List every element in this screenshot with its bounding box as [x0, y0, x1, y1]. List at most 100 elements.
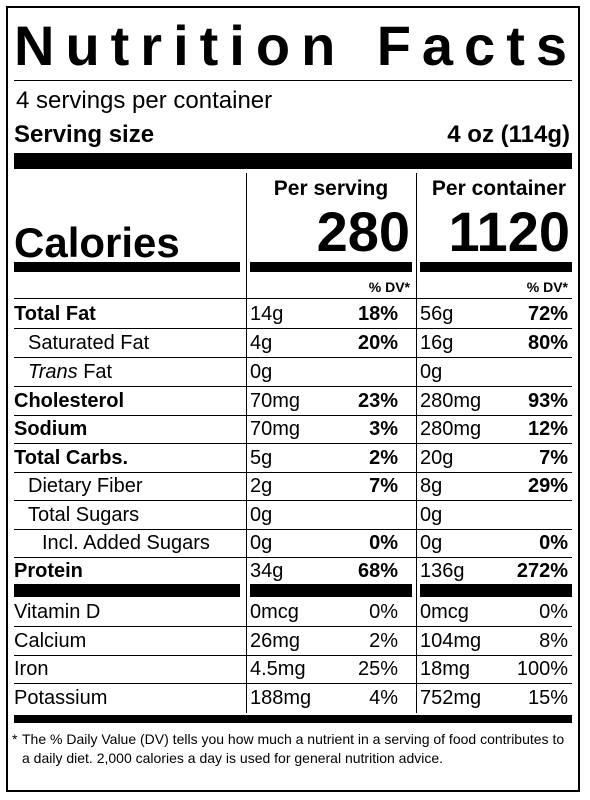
- amount-per-container: 20g: [420, 447, 454, 469]
- amount-per-container: 56g: [420, 303, 454, 325]
- row-separator: [14, 386, 572, 387]
- nutrient-row-sodium: Sodium 70mg 3% 280mg 12%: [14, 415, 572, 444]
- amount-per-container: 280mg: [420, 390, 482, 412]
- calories-bar-1: [14, 262, 240, 272]
- servings-per-container: 4 servings per container: [16, 87, 273, 114]
- amount-per-serving: 4g: [250, 332, 273, 354]
- dv-per-container: 100%: [516, 658, 568, 680]
- nutrient-row-saturated-fat: Saturated Fat 4g 20% 16g 80%: [14, 329, 572, 358]
- dv-per-container: 272%: [516, 560, 568, 582]
- vitamin-name: Potassium: [14, 687, 108, 709]
- dv-per-container: 7%: [539, 447, 568, 469]
- dv-per-container: 93%: [527, 390, 568, 412]
- nutrient-row-cholesterol: Cholesterol 70mg 23% 280mg 93%: [14, 387, 572, 416]
- calories-label: Calories: [14, 219, 180, 266]
- per-container-header: Per container: [431, 177, 567, 200]
- nutrient-name: Cholesterol: [14, 390, 125, 412]
- title-divider: [14, 80, 572, 81]
- dv-per-container: 72%: [527, 303, 568, 325]
- nutrient-name: Trans Fat: [28, 358, 112, 387]
- amount-per-serving: 26mg: [250, 630, 301, 652]
- dv-per-container: 15%: [527, 687, 568, 709]
- dv-per-serving: 7%: [369, 475, 398, 497]
- vitamin-row-potassium: Potassium 188mg 4% 752mg 15%: [14, 684, 572, 713]
- amount-per-serving: 0mcg: [250, 601, 299, 623]
- amount-per-serving: 0g: [250, 361, 273, 383]
- row-separator: [14, 472, 572, 473]
- dv-header-container: % DV*: [526, 279, 568, 295]
- dv-per-serving: 0%: [369, 601, 398, 623]
- row-separator: [14, 328, 572, 329]
- amount-per-container: 0g: [420, 361, 443, 383]
- row-separator: [14, 443, 572, 444]
- serving-size-value: 4 oz (114g): [447, 121, 570, 148]
- nutrient-row-protein: Protein 34g 68% 136g 272%: [14, 557, 572, 586]
- nutrient-name: Total Fat: [14, 303, 96, 325]
- dv-per-serving: 4%: [369, 687, 398, 709]
- row-separator: [14, 683, 572, 684]
- row-separator: [14, 529, 572, 530]
- vitamin-row-vitamin-d: Vitamin D 0mcg 0% 0mcg 0%: [14, 598, 572, 627]
- calories-bar-3: [420, 262, 572, 272]
- amount-per-container: 0mcg: [420, 601, 469, 623]
- dv-per-container: 0%: [539, 601, 568, 623]
- dv-per-serving: 0%: [369, 532, 398, 554]
- vitamin-row-calcium: Calcium 26mg 2% 104mg 8%: [14, 627, 572, 656]
- amount-per-serving: 188mg: [250, 687, 312, 709]
- trans-italic: Trans: [28, 361, 78, 383]
- row-separator: [14, 298, 572, 299]
- amount-per-container: 752mg: [420, 687, 482, 709]
- nutrient-row-trans-fat: Trans Fat 0g 0g: [14, 358, 572, 387]
- amount-per-container: 280mg: [420, 418, 482, 440]
- title-word-nutrition: Nutrition: [14, 14, 347, 77]
- vitamin-name: Vitamin D: [14, 601, 101, 623]
- nutrition-facts-label: Nutrition Facts 4 servings per container…: [6, 6, 580, 792]
- amount-per-container: 8g: [420, 475, 443, 497]
- serving-size-row: Serving size 4 oz (114g): [14, 120, 572, 150]
- nutrient-name: Total Carbs.: [14, 447, 129, 469]
- row-separator: [14, 415, 572, 416]
- amount-per-container: 0g: [420, 532, 443, 554]
- trans-rest: Fat: [77, 361, 113, 383]
- dv-per-container: 29%: [527, 475, 568, 497]
- nutrient-name: Incl. Added Sugars: [42, 532, 210, 554]
- protein-bar-2: [250, 584, 412, 597]
- amount-per-serving: 2g: [250, 475, 273, 497]
- amount-per-serving: 70mg: [250, 418, 301, 440]
- nutrient-name: Saturated Fat: [28, 332, 150, 354]
- footnote: * The % Daily Value (DV) tells you how m…: [12, 730, 572, 768]
- serving-size-label: Serving size: [14, 121, 155, 148]
- amount-per-serving: 34g: [250, 560, 284, 582]
- protein-bar-3: [420, 584, 572, 597]
- nutrient-name: Sodium: [14, 418, 88, 440]
- vitamin-name: Iron: [14, 658, 49, 680]
- row-separator: [14, 557, 572, 558]
- dv-per-serving: 23%: [357, 390, 398, 412]
- dv-per-serving: 18%: [357, 303, 398, 325]
- amount-per-serving: 5g: [250, 447, 273, 469]
- calories-per-serving: 280: [316, 200, 410, 263]
- footnote-asterisk: *: [12, 731, 18, 747]
- calories-bar-2: [250, 262, 412, 272]
- amount-per-serving: 14g: [250, 303, 284, 325]
- footnote-text: The % Daily Value (DV) tells you how muc…: [22, 731, 565, 766]
- label-title: Nutrition Facts: [14, 12, 572, 80]
- title-word-facts: Facts: [376, 14, 578, 77]
- nutrient-row-total-sugars: Total Sugars 0g 0g: [14, 501, 572, 530]
- amount-per-container: 18mg: [420, 658, 471, 680]
- nutrient-name: Protein: [14, 560, 83, 582]
- nutrient-row-total-fat: Total Fat 14g 18% 56g 72%: [14, 300, 572, 329]
- dv-per-container: 0%: [539, 532, 568, 554]
- amount-per-serving: 0g: [250, 532, 273, 554]
- vitamin-row-iron: Iron 4.5mg 25% 18mg 100%: [14, 655, 572, 684]
- dv-per-serving: 68%: [357, 560, 398, 582]
- thick-bar-bottom: [14, 715, 572, 723]
- dv-per-container: 80%: [527, 332, 568, 354]
- amount-per-container: 136g: [420, 560, 465, 582]
- dv-per-serving: 2%: [369, 447, 398, 469]
- thick-bar-top: [14, 153, 572, 169]
- dv-per-container: 8%: [539, 630, 568, 652]
- per-serving-header: Per serving: [273, 177, 389, 200]
- nutrient-name: Dietary Fiber: [28, 475, 143, 497]
- amount-per-serving: 4.5mg: [250, 658, 306, 680]
